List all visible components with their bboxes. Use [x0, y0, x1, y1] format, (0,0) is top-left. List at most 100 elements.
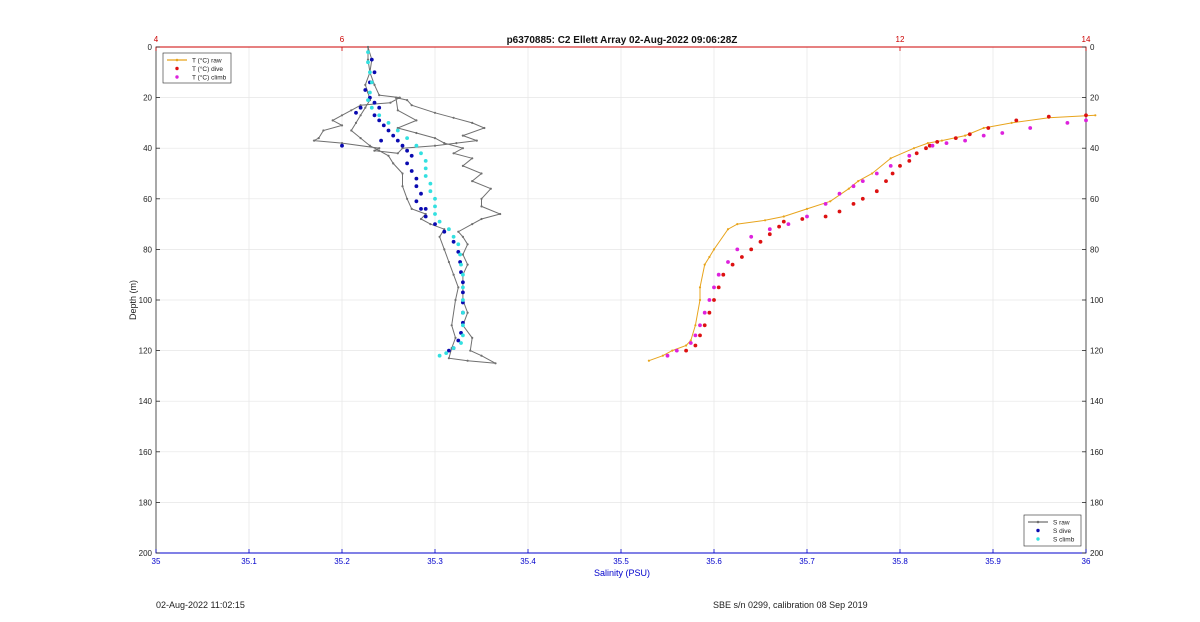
data-point-t-c-climb — [712, 285, 716, 290]
data-point-s-raw — [429, 223, 432, 226]
data-point-t-c-climb — [963, 138, 967, 143]
data-point-t-c-raw — [698, 286, 702, 289]
data-point-s-climb — [369, 105, 374, 110]
data-point-t-c-dive — [716, 285, 721, 290]
data-point-t-c-climb — [823, 202, 828, 206]
x-axis-label: Salinity (PSU) — [594, 568, 650, 578]
depth-tick-label-right: 20 — [1090, 94, 1099, 103]
data-point-t-c-dive — [730, 262, 735, 267]
data-point-s-climb — [461, 272, 465, 277]
data-point-s-raw — [366, 58, 370, 61]
data-point-s-raw — [340, 142, 344, 145]
legend-s-dive-marker — [1036, 528, 1040, 533]
data-point-t-c-raw — [926, 142, 930, 145]
data-point-t-c-climb — [1000, 131, 1005, 135]
data-point-s-climb — [458, 252, 462, 257]
data-point-t-c-raw — [847, 187, 850, 190]
data-point-t-c-dive — [698, 333, 702, 338]
data-point-s-raw — [398, 96, 401, 99]
data-point-s-raw — [419, 217, 423, 221]
series-layer — [312, 45, 1097, 365]
data-point-t-c-dive — [924, 146, 928, 151]
data-point-s-climb — [451, 234, 456, 239]
legend-s-raw-marker — [1036, 520, 1040, 524]
data-point-s-climb — [437, 353, 442, 358]
data-point-s-raw — [480, 172, 483, 175]
axis-ticks: 35 35.1 35.2 35.3 35.4 35.5 35.6 35.7 35.8 35.9 36… — [139, 35, 1104, 566]
data-point-t-c-climb — [930, 143, 935, 148]
data-point-t-c-dive — [767, 232, 772, 237]
depth-tick-label-left: 40 — [143, 144, 152, 153]
data-point-s-dive — [419, 207, 423, 211]
data-point-s-dive — [456, 338, 461, 343]
data-point-s-raw — [471, 157, 474, 160]
data-point-s-raw — [433, 111, 437, 114]
data-point-s-raw — [450, 324, 453, 327]
depth-tick-label-left: 180 — [139, 498, 153, 507]
data-point-s-raw — [471, 223, 474, 226]
data-point-s-climb — [428, 181, 433, 186]
salinity-tick-label: 36 — [1082, 557, 1091, 566]
data-point-t-c-raw — [764, 219, 767, 222]
data-point-t-c-raw — [661, 354, 664, 357]
data-point-s-raw — [359, 104, 362, 107]
data-point-s-climb — [444, 351, 449, 355]
data-point-s-dive — [405, 148, 409, 153]
data-point-s-raw — [322, 129, 325, 132]
legend-t-climb-label: T (°C) climb — [192, 73, 227, 81]
data-point-s-dive — [372, 100, 377, 105]
legend-t-raw-marker — [175, 58, 179, 62]
depth-tick-label-left: 0 — [148, 43, 153, 52]
data-point-s-dive — [414, 176, 419, 181]
data-point-t-c-climb — [981, 133, 986, 138]
data-point-t-c-dive — [837, 209, 842, 214]
series-t-c-climb — [665, 118, 1088, 358]
data-point-s-raw — [331, 119, 334, 122]
data-point-t-c-dive — [898, 164, 902, 168]
data-point-t-c-dive — [986, 126, 991, 130]
data-point-s-raw — [466, 311, 469, 314]
data-point-t-c-climb — [944, 141, 949, 146]
data-point-s-raw — [406, 197, 409, 200]
data-point-s-raw — [433, 144, 437, 147]
data-point-s-raw — [475, 139, 478, 142]
depth-tick-label-right: 200 — [1090, 549, 1104, 558]
data-point-s-raw — [471, 336, 474, 339]
legend-s-climb-marker — [1036, 537, 1040, 541]
data-point-t-c-raw — [982, 126, 985, 130]
data-point-s-raw — [480, 354, 483, 357]
footer-date: 02-Aug-2022 11:02:15 — [156, 600, 245, 610]
data-point-t-c-dive — [740, 255, 744, 259]
data-point-s-climb — [423, 166, 428, 171]
data-point-t-c-raw — [829, 200, 832, 203]
data-point-t-c-raw — [647, 359, 651, 362]
data-point-t-c-climb — [665, 353, 670, 358]
data-point-s-raw — [466, 359, 469, 362]
data-point-t-c-climb — [786, 222, 791, 227]
data-point-s-dive — [461, 290, 465, 295]
data-point-t-c-climb — [698, 323, 702, 328]
data-point-s-raw — [461, 164, 464, 167]
data-point-t-c-climb — [767, 227, 772, 232]
data-point-t-c-dive — [781, 219, 786, 224]
data-point-s-raw — [483, 126, 486, 130]
data-point-t-c-raw — [857, 180, 860, 183]
depth-tick-label-left: 20 — [143, 94, 152, 103]
data-point-t-c-raw — [889, 157, 892, 160]
data-point-t-c-raw — [871, 172, 874, 175]
data-point-t-c-dive — [758, 239, 763, 244]
data-point-s-raw — [438, 235, 441, 238]
data-point-t-c-raw — [703, 263, 706, 266]
data-point-s-raw — [373, 149, 376, 152]
data-point-t-c-raw — [726, 228, 730, 231]
data-point-t-c-climb — [749, 234, 754, 239]
data-point-s-dive — [409, 169, 414, 173]
series-t-c-dive — [684, 113, 1088, 353]
salinity-tick-label: 35.6 — [706, 557, 722, 566]
data-point-t-c-dive — [1084, 113, 1088, 118]
data-point-s-climb — [395, 128, 400, 133]
data-point-s-dive — [447, 348, 451, 353]
temperature-tick-label: 6 — [340, 35, 345, 44]
data-point-t-c-dive — [907, 159, 912, 163]
data-point-s-raw — [480, 197, 483, 200]
